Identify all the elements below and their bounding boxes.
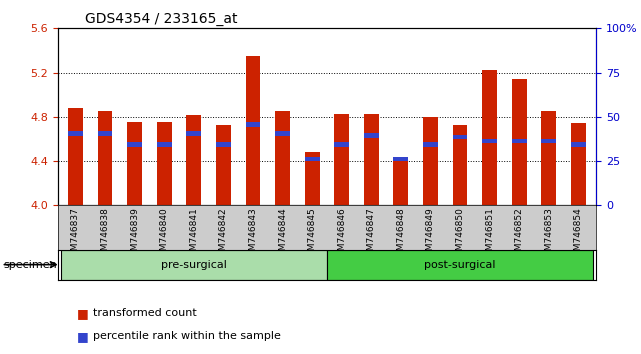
Bar xyxy=(512,79,527,205)
Bar xyxy=(304,156,319,161)
Bar xyxy=(571,124,586,205)
Text: GSM746850: GSM746850 xyxy=(456,207,465,262)
Text: GSM746849: GSM746849 xyxy=(426,207,435,262)
Bar xyxy=(246,122,260,127)
Text: GSM746844: GSM746844 xyxy=(278,207,287,262)
Text: specimen: specimen xyxy=(3,260,57,270)
Text: GSM746840: GSM746840 xyxy=(160,207,169,262)
Text: GSM746853: GSM746853 xyxy=(544,207,553,262)
Bar xyxy=(61,250,327,280)
Bar xyxy=(187,131,201,136)
Bar xyxy=(453,135,467,139)
Text: post-surgical: post-surgical xyxy=(424,259,495,270)
Text: ■: ■ xyxy=(77,330,88,343)
Bar xyxy=(127,142,142,147)
Text: pre-surgical: pre-surgical xyxy=(161,259,227,270)
Text: GSM746848: GSM746848 xyxy=(396,207,405,262)
Text: GSM746841: GSM746841 xyxy=(189,207,198,262)
Text: transformed count: transformed count xyxy=(93,308,197,318)
Bar xyxy=(275,131,290,136)
Bar xyxy=(304,152,319,205)
Bar xyxy=(275,111,290,205)
Text: GSM746847: GSM746847 xyxy=(367,207,376,262)
Bar xyxy=(216,142,231,147)
Bar xyxy=(542,111,556,205)
Bar xyxy=(512,139,527,143)
Text: percentile rank within the sample: percentile rank within the sample xyxy=(93,331,281,341)
Text: ■: ■ xyxy=(77,307,88,320)
Bar xyxy=(571,142,586,147)
Text: GDS4354 / 233165_at: GDS4354 / 233165_at xyxy=(85,12,237,26)
Bar xyxy=(423,117,438,205)
Bar xyxy=(335,142,349,147)
Bar xyxy=(394,156,408,161)
Text: GSM746852: GSM746852 xyxy=(515,207,524,262)
Bar xyxy=(127,122,142,205)
Bar xyxy=(246,56,260,205)
Bar xyxy=(482,70,497,205)
Bar xyxy=(364,114,379,205)
Text: GSM746846: GSM746846 xyxy=(337,207,346,262)
Bar xyxy=(157,122,172,205)
Bar xyxy=(157,142,172,147)
Bar xyxy=(97,131,112,136)
Text: GSM746842: GSM746842 xyxy=(219,207,228,262)
Bar xyxy=(187,115,201,205)
Bar xyxy=(68,108,83,205)
Bar xyxy=(97,111,112,205)
Bar xyxy=(335,114,349,205)
Text: GSM746843: GSM746843 xyxy=(249,207,258,262)
Bar xyxy=(453,125,467,205)
Bar xyxy=(482,139,497,143)
Text: GSM746837: GSM746837 xyxy=(71,207,80,262)
Text: GSM746854: GSM746854 xyxy=(574,207,583,262)
Bar xyxy=(423,142,438,147)
Text: GSM746838: GSM746838 xyxy=(101,207,110,262)
Bar xyxy=(542,139,556,143)
Bar xyxy=(364,133,379,138)
Bar xyxy=(327,250,593,280)
Bar xyxy=(216,125,231,205)
Text: GSM746839: GSM746839 xyxy=(130,207,139,262)
Text: GSM746851: GSM746851 xyxy=(485,207,494,262)
Bar xyxy=(68,131,83,136)
Bar xyxy=(394,158,408,205)
Text: GSM746845: GSM746845 xyxy=(308,207,317,262)
